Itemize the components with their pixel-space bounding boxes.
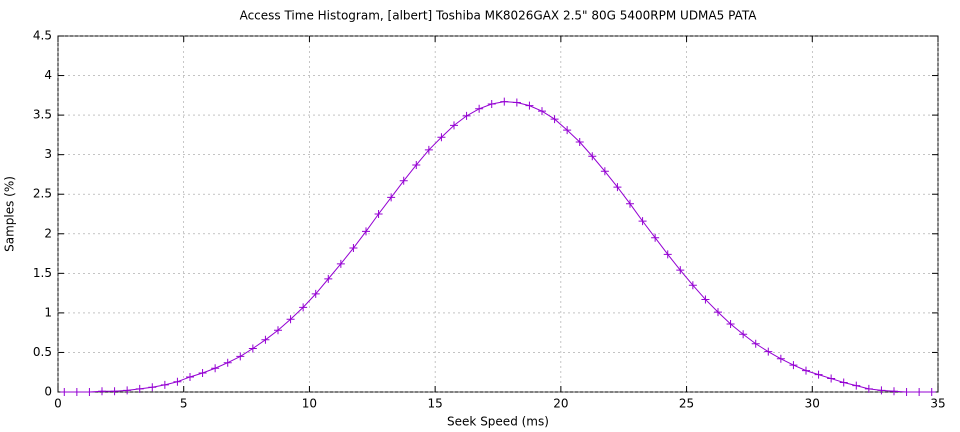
data-point (588, 152, 597, 161)
data-point (286, 315, 295, 324)
y-tick-label: 0.5 (33, 345, 52, 359)
data-point (311, 289, 320, 298)
data-point (261, 335, 270, 344)
chart-title: Access Time Histogram, [albert] Toshiba … (240, 9, 758, 23)
data-point (85, 388, 94, 396)
data-point (437, 133, 446, 142)
data-point (186, 372, 194, 381)
data-point (739, 330, 748, 339)
data-point (538, 107, 546, 116)
data-point (638, 217, 647, 226)
data-point (726, 319, 735, 328)
data-point (450, 121, 458, 130)
data-point (600, 167, 609, 176)
data-point (915, 388, 924, 396)
x-tick-label: 35 (930, 397, 945, 411)
data-point (839, 378, 848, 387)
data-point (487, 100, 496, 109)
data-point (374, 210, 383, 218)
data-point (110, 387, 119, 396)
data-point (776, 354, 785, 363)
data-point (274, 326, 282, 335)
data-point (688, 281, 697, 290)
data-point (676, 266, 685, 275)
data-point (362, 227, 370, 236)
data-point (211, 364, 220, 373)
data-point (814, 370, 823, 379)
data-point (248, 344, 257, 353)
data-point (864, 384, 873, 393)
x-tick-label: 25 (679, 397, 694, 411)
y-tick-label: 1.5 (33, 266, 52, 280)
data-point (299, 303, 308, 312)
data-point (789, 361, 798, 370)
data-point (701, 295, 710, 304)
data-point (890, 387, 898, 396)
data-point (827, 374, 836, 383)
data-point (525, 101, 534, 110)
y-tick-label: 4 (44, 68, 52, 82)
x-axis-label: Seek Speed (ms) (447, 415, 549, 429)
data-point (802, 366, 810, 375)
data-point (764, 347, 773, 356)
data-point (387, 193, 396, 202)
data-point (135, 384, 144, 393)
data-point (198, 369, 207, 378)
data-point (236, 352, 245, 361)
y-tick-label: 3.5 (33, 108, 52, 122)
y-tick-label: 1 (44, 305, 52, 319)
data-point (160, 380, 169, 389)
data-point (500, 97, 509, 106)
data-point (852, 381, 861, 390)
data-point (613, 183, 622, 192)
data-point (651, 233, 660, 242)
data-point (902, 388, 911, 396)
data-point (751, 339, 760, 348)
plot-frame (57, 35, 939, 393)
data-point (462, 111, 471, 120)
x-tick-label: 10 (302, 397, 317, 411)
data-point (475, 104, 484, 113)
data-point (663, 250, 672, 259)
data-point (148, 383, 157, 392)
data-point (424, 145, 433, 154)
y-tick-label: 4.5 (33, 29, 52, 43)
y-tick-label: 2.5 (33, 187, 52, 201)
x-tick-label: 20 (553, 397, 568, 411)
data-point (98, 387, 106, 396)
x-tick-label: 15 (428, 397, 443, 411)
y-tick-label: 3 (44, 147, 52, 161)
data-point (72, 388, 81, 396)
data-point (173, 377, 182, 386)
y-tick-label: 2 (44, 226, 52, 240)
data-point (123, 386, 132, 395)
data-point (714, 308, 722, 317)
data-point (512, 98, 521, 107)
y-tick-label: 0 (44, 385, 52, 399)
data-point (336, 259, 345, 268)
data-point (412, 160, 421, 169)
data-point (399, 176, 408, 185)
x-tick-label: 0 (54, 397, 62, 411)
data-point (563, 126, 572, 135)
data-line (64, 101, 932, 393)
data-point (626, 199, 634, 208)
data-point (575, 138, 584, 147)
x-tick-label: 5 (180, 397, 188, 411)
data-point (877, 386, 886, 395)
x-tick-label: 30 (805, 397, 820, 411)
data-point (223, 358, 232, 367)
data-point (550, 115, 559, 124)
data-point (349, 244, 358, 253)
y-axis-label: Samples (%) (3, 176, 17, 252)
data-point (60, 388, 69, 396)
data-point (324, 274, 333, 283)
data-point (927, 388, 936, 396)
